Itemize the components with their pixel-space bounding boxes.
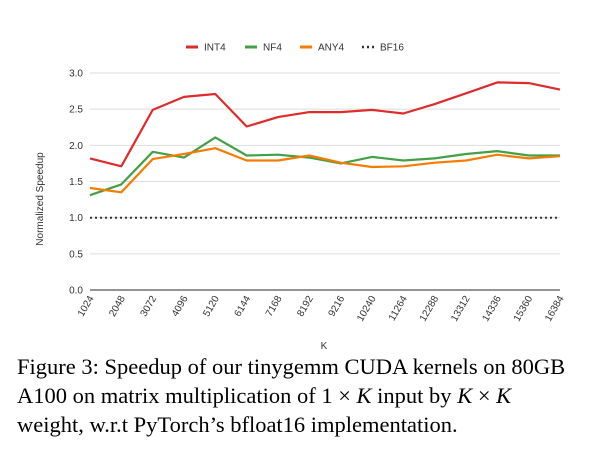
legend-label-int4: INT4 xyxy=(204,43,226,54)
x-tick-6144: 6144 xyxy=(233,294,254,319)
legend-label-bf16: BF16 xyxy=(380,43,404,54)
x-axis-label: K xyxy=(321,341,328,350)
x-tick-7168: 7168 xyxy=(264,294,285,319)
x-tick-2048: 2048 xyxy=(107,294,128,319)
x-tick-5120: 5120 xyxy=(201,294,222,319)
caption-k-1: K xyxy=(356,383,372,408)
x-tick-16384: 16384 xyxy=(543,294,567,324)
y-tick-2-5: 2.5 xyxy=(69,105,83,116)
figure-caption: Figure 3: Speedup of our tinygemm CUDA k… xyxy=(17,352,587,439)
series-line-nf4 xyxy=(89,136,560,197)
y-tick-1-0: 1.0 xyxy=(69,213,83,224)
y-tick-labels: 0.0 0.5 1.0 1.5 2.0 2.5 3.0 xyxy=(69,69,83,297)
caption-k-3: K xyxy=(496,383,512,408)
speedup-chart: INT4 NF4 ANY4 BF16 0.0 0.5 1.0 1.5 2.0 2.5 3.0 10… xyxy=(35,43,567,351)
y-tick-0-5: 0.5 xyxy=(69,249,83,260)
x-tick-14336: 14336 xyxy=(480,294,504,324)
x-tick-15360: 15360 xyxy=(512,294,536,324)
y-axis-label: Normalized Speedup xyxy=(35,152,46,246)
x-tick-11264: 11264 xyxy=(387,294,410,323)
series-line-any4 xyxy=(89,147,561,194)
y-tick-2-0: 2.0 xyxy=(69,141,83,152)
grid-lines xyxy=(90,72,560,291)
series-lines xyxy=(89,81,561,219)
x-tick-12288: 12288 xyxy=(418,294,442,324)
x-tick-8192: 8192 xyxy=(295,294,316,319)
caption-line-1: Figure 3: Speedup of our tinygemm CUDA k… xyxy=(17,354,566,379)
x-tick-3072: 3072 xyxy=(139,294,160,319)
x-tick-13312: 13312 xyxy=(449,294,473,324)
legend: INT4 NF4 ANY4 BF16 xyxy=(186,43,404,54)
caption-k-2: K xyxy=(457,383,473,408)
x-tick-1024: 1024 xyxy=(76,294,97,319)
y-tick-3-0: 3.0 xyxy=(69,69,83,80)
x-tick-10240: 10240 xyxy=(355,294,379,324)
legend-label-nf4: NF4 xyxy=(263,43,282,54)
series-line-int4 xyxy=(89,81,561,168)
x-tick-9216: 9216 xyxy=(327,294,348,319)
x-tick-labels: 1024 2048 3072 4096 5120 6144 7168 8192 9216 1024… xyxy=(76,294,567,324)
x-tick-4096: 4096 xyxy=(170,294,191,319)
caption-line-2: A100 on matrix multiplication of 1 × K i… xyxy=(17,383,512,408)
legend-label-any4: ANY4 xyxy=(318,43,345,54)
y-tick-0-0: 0.0 xyxy=(69,286,83,297)
caption-line-3: weight, w.r.t PyTorch’s bfloat16 impleme… xyxy=(17,412,458,437)
y-tick-1-5: 1.5 xyxy=(69,177,83,188)
